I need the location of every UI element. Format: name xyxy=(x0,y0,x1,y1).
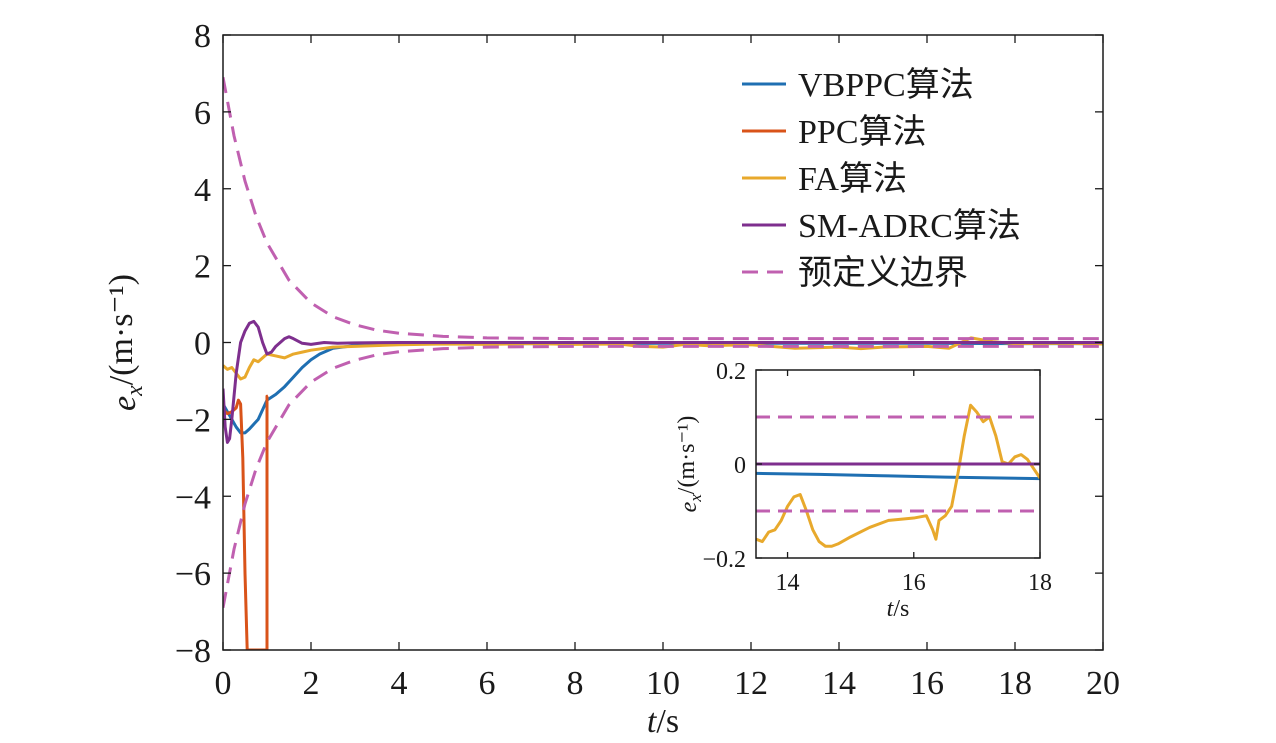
main-y-tick-label: 8 xyxy=(194,18,211,55)
legend-label-0: VBPPC算法 xyxy=(798,66,974,104)
main-y-tick-label: 0 xyxy=(194,326,211,363)
main-series-3-line xyxy=(223,319,1103,444)
inset-x-axis-title: t/s xyxy=(887,596,910,622)
inset-y-tick-label: 0.2 xyxy=(716,359,746,385)
inset-plot-area xyxy=(756,403,1040,548)
main-y-axis-title: ex/(m·s⁻¹) xyxy=(103,274,148,411)
main-y-tick-label: 2 xyxy=(194,249,211,286)
main-y-tick-label: −6 xyxy=(175,556,211,593)
inset-y-tick-label: 0 xyxy=(734,453,746,479)
inset-x-tick-label: 18 xyxy=(1028,570,1052,596)
main-y-tick-label: 6 xyxy=(194,95,211,132)
main-x-tick-label: 14 xyxy=(822,665,856,702)
main-x-tick-label: 4 xyxy=(391,665,408,702)
inset-y-tick-label: −0.2 xyxy=(702,547,746,573)
main-x-tick-label: 2 xyxy=(303,665,320,702)
main-x-tick-label: 6 xyxy=(479,665,496,702)
inset-x-tick-label: 14 xyxy=(776,570,800,596)
inset-y-axis-title: ex/(m·s⁻¹) xyxy=(674,416,705,513)
legend-label-2: FA算法 xyxy=(798,160,907,198)
inset-series-0-line xyxy=(756,471,1040,481)
main-x-tick-label: 8 xyxy=(567,665,584,702)
main-y-tick-label: −4 xyxy=(175,479,211,516)
main-x-tick-label: 18 xyxy=(998,665,1032,702)
inset-axes: 14 16 18 −0.2 0 0.2 t/s ex/(m·s⁻¹) xyxy=(674,359,1052,622)
main-plot-area xyxy=(223,77,1103,650)
main-axes: 0 2 4 6 8 10 12 14 16 18 20 −8 −6 −4 −2 0 2 4 6 8 t/s ex/(m·s… xyxy=(103,18,1120,740)
main-x-axis-title: t/s xyxy=(647,703,679,738)
inset-series-1-line xyxy=(756,403,1040,548)
main-series-4-lower xyxy=(223,344,1103,608)
main-x-tick-label: 16 xyxy=(910,665,944,702)
main-y-tick-label: −2 xyxy=(175,402,211,439)
legend-label-3: SM-ADRC算法 xyxy=(798,207,1021,245)
main-x-tick-label: 12 xyxy=(734,665,768,702)
main-x-tick-label: 0 xyxy=(215,665,232,702)
legend-label-1: PPC算法 xyxy=(798,113,927,151)
main-x-tick-label: 20 xyxy=(1086,665,1120,702)
legend-label-4: 预定义边界 xyxy=(798,254,968,292)
inset-x-tick-label: 16 xyxy=(902,570,926,596)
main-series-4-line xyxy=(223,77,1103,341)
main-y-tick-label: 4 xyxy=(194,172,211,209)
main-x-tick-label: 10 xyxy=(646,665,680,702)
main-y-tick-label: −8 xyxy=(175,633,211,670)
